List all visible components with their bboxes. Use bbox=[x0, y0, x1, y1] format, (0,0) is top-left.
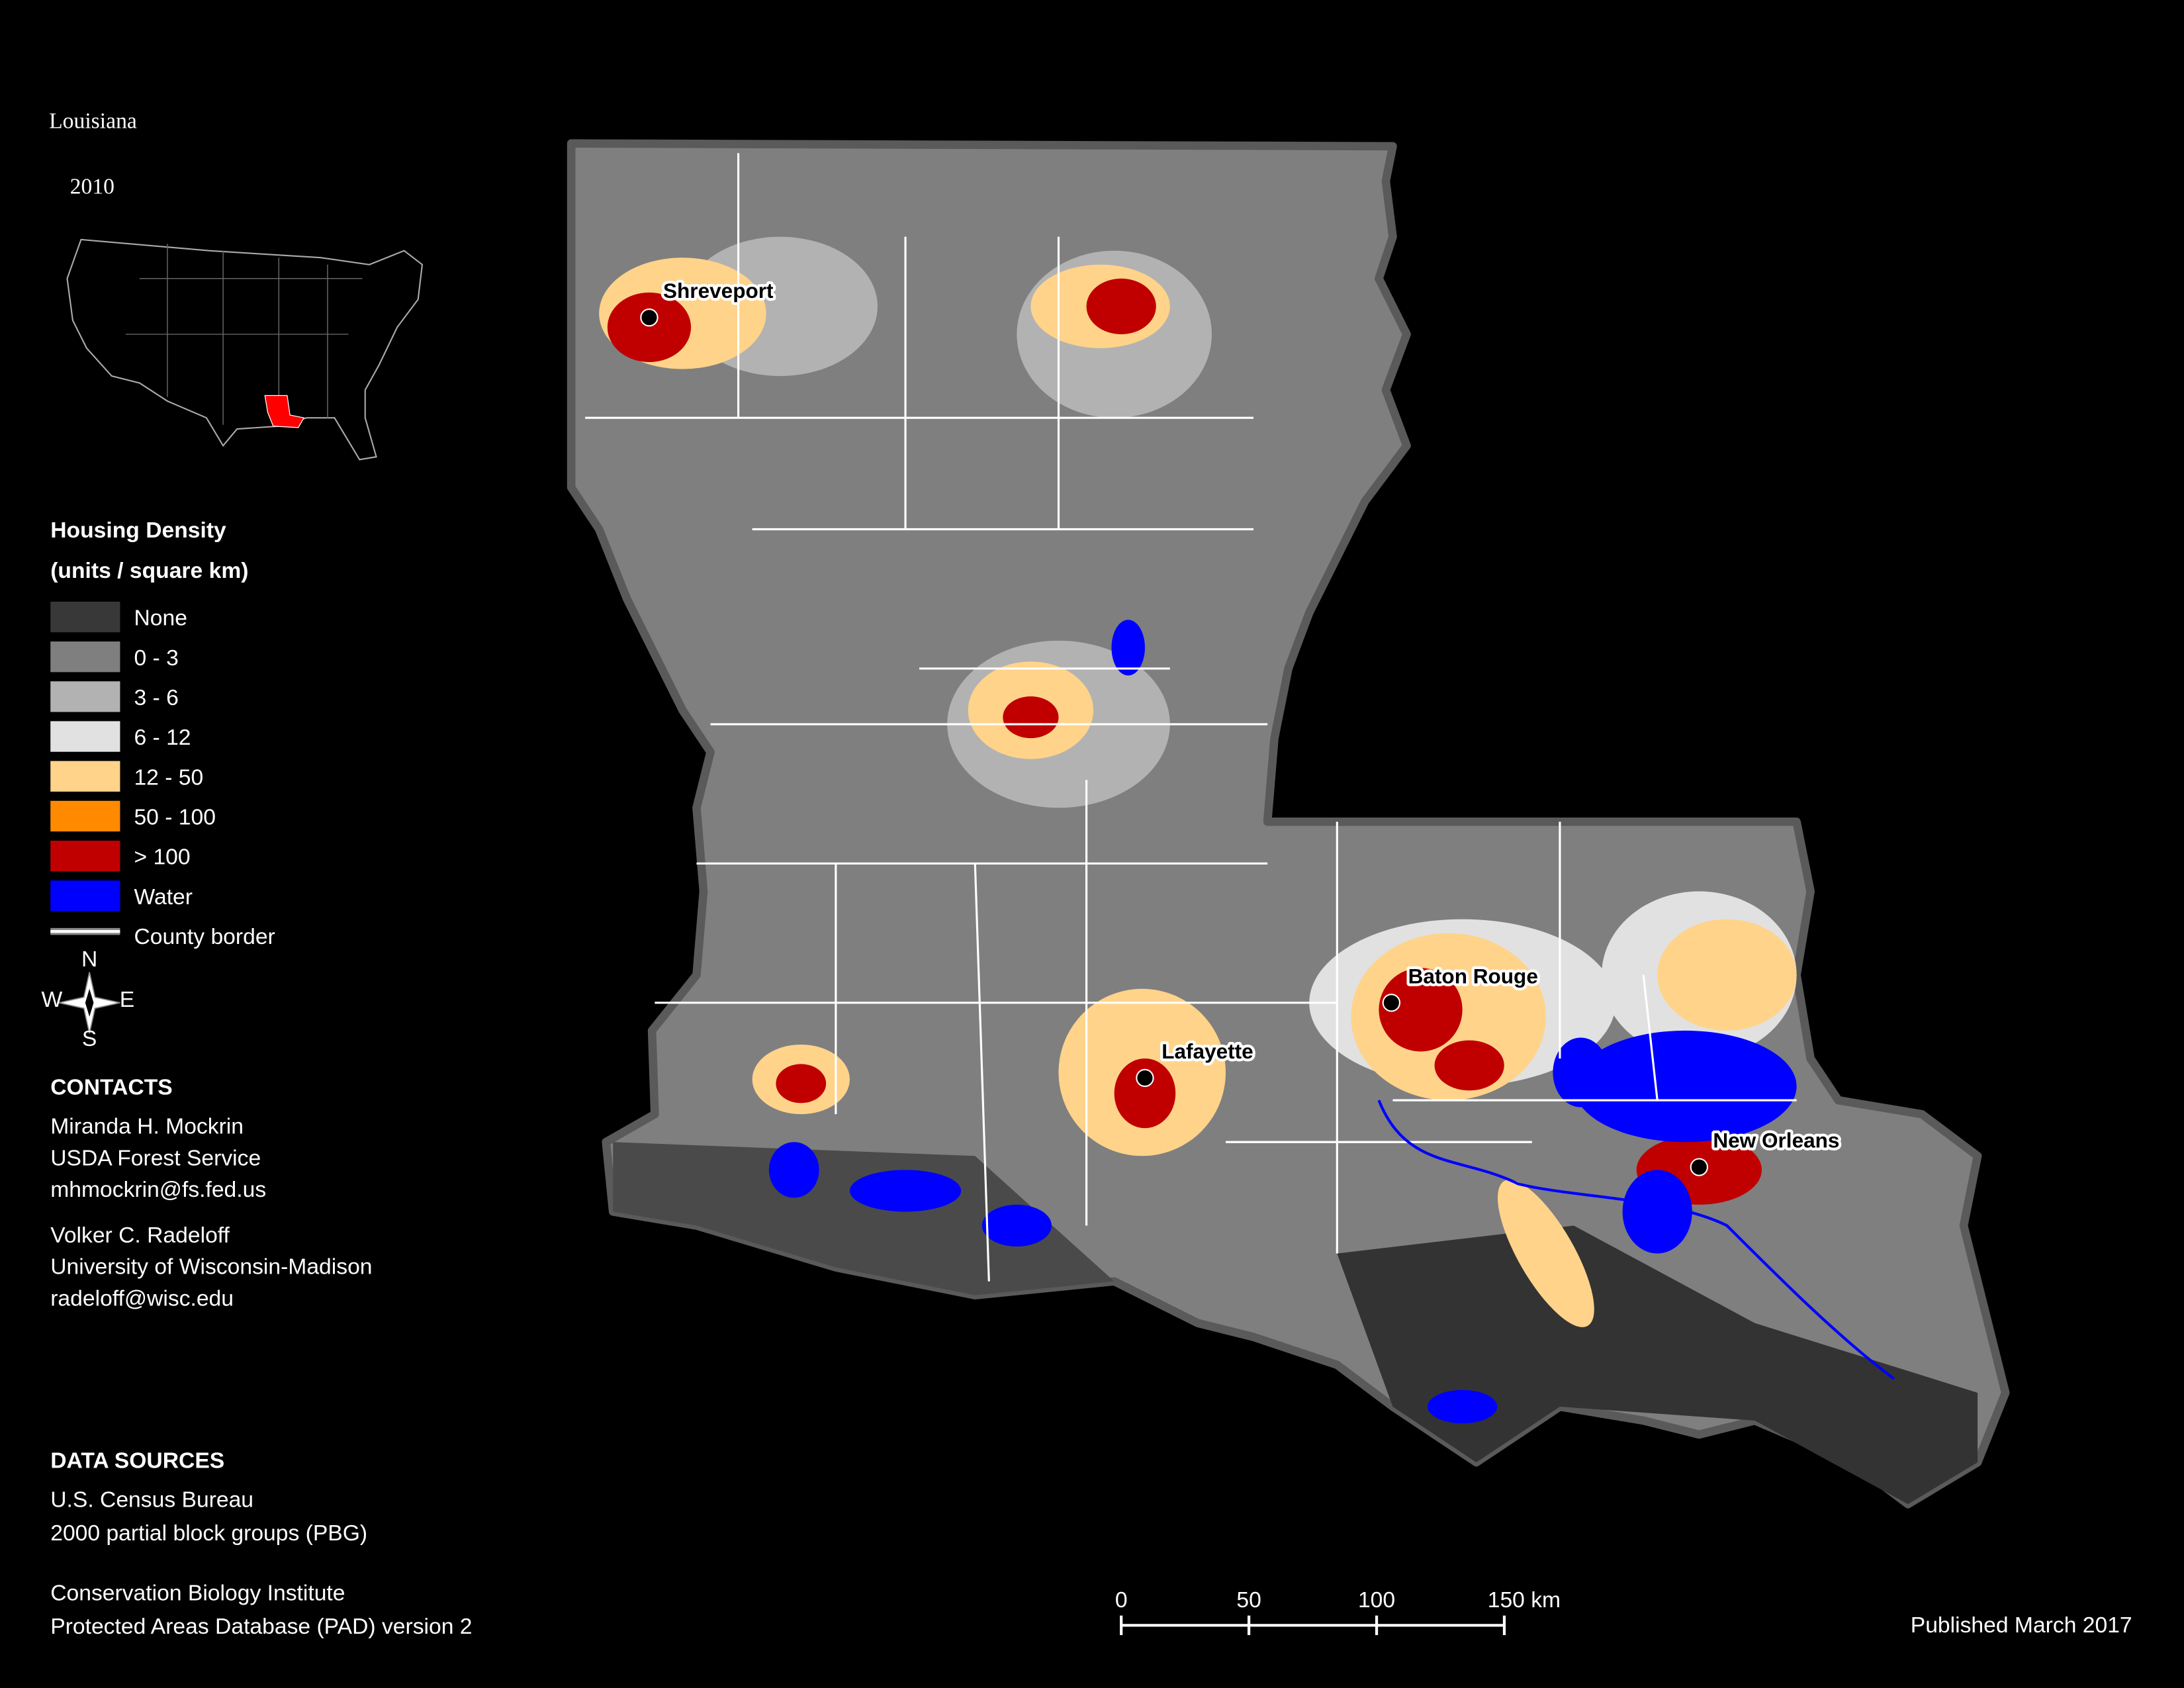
legend-label: 50 - 100 bbox=[134, 806, 216, 830]
sources-title: DATA SOURCES bbox=[50, 1449, 224, 1474]
source-line: Protected Areas Database (PAD) version 2 bbox=[50, 1615, 472, 1639]
source-line: Conservation Biology Institute bbox=[50, 1581, 345, 1605]
legend-label: 0 - 3 bbox=[134, 646, 178, 671]
legend-swatch bbox=[50, 761, 120, 792]
compass: N S E W bbox=[41, 947, 134, 1051]
legend-swatch bbox=[50, 601, 120, 633]
city-dot bbox=[1382, 994, 1401, 1012]
source-line: 2000 partial block groups (PBG) bbox=[50, 1521, 367, 1546]
legend-swatch bbox=[50, 840, 120, 872]
source-line: U.S. Census Bureau bbox=[50, 1487, 253, 1512]
legend-label: 12 - 50 bbox=[134, 765, 203, 790]
legend-swatch bbox=[50, 721, 120, 752]
legend-label: Water bbox=[134, 885, 193, 910]
city-label: Lafayette bbox=[1161, 1039, 1253, 1063]
cities: Shreveport Baton Rouge Lafayette New Orlean… bbox=[640, 276, 1843, 1176]
contacts: Miranda H. Mockrin USDA Forest Service mhm… bbox=[50, 1115, 372, 1311]
title: Louisiana bbox=[49, 109, 137, 134]
city-dot bbox=[1690, 1158, 1709, 1176]
legend-swatch bbox=[50, 880, 120, 912]
legend-swatch bbox=[50, 681, 120, 712]
scale-label: 100 bbox=[1358, 1588, 1395, 1613]
legend-swatch bbox=[50, 800, 120, 832]
legend-label: > 100 bbox=[134, 845, 190, 870]
city-label: Baton Rouge bbox=[1408, 964, 1538, 988]
state-map bbox=[567, 139, 2010, 1509]
legend-title: Housing Density bbox=[50, 518, 226, 543]
published: Published March 2017 bbox=[1911, 1613, 2132, 1638]
year: 2010 bbox=[70, 174, 114, 199]
compass-n: N bbox=[81, 947, 97, 972]
legend-label: County border bbox=[134, 925, 275, 949]
compass-w: W bbox=[41, 988, 62, 1012]
city-dot bbox=[1136, 1068, 1154, 1088]
legend-subtitle: (units / square km) bbox=[50, 559, 248, 583]
legend: None 0 - 3 3 - 6 6 - 12 12 - 50 50 - 100 > 100… bbox=[50, 601, 275, 949]
scale-label: 150 km bbox=[1488, 1588, 1561, 1613]
contact-line: Volker C. Radeloff bbox=[50, 1223, 230, 1248]
contact-line: radeloff@wisc.edu bbox=[50, 1286, 234, 1311]
legend-swatch bbox=[50, 641, 120, 673]
legend-label: 6 - 12 bbox=[134, 726, 191, 750]
contact-line: USDA Forest Service bbox=[50, 1146, 261, 1170]
contact-line: Miranda H. Mockrin bbox=[50, 1115, 244, 1139]
scale-label: 0 bbox=[1115, 1588, 1128, 1613]
contact-line: University of Wisconsin-Madison bbox=[50, 1255, 372, 1280]
legend-label: None bbox=[134, 606, 187, 631]
contact-line: mhmockrin@fs.fed.us bbox=[50, 1178, 266, 1202]
us-inset bbox=[66, 238, 424, 461]
compass-e: E bbox=[120, 988, 134, 1012]
city-label: Shreveport bbox=[663, 279, 774, 303]
scale-label: 50 bbox=[1236, 1588, 1261, 1613]
city-label: New Orleans bbox=[1713, 1129, 1839, 1152]
scale-bar: 0 50 100 150 km bbox=[1115, 1588, 1561, 1636]
compass-s: S bbox=[82, 1027, 97, 1051]
legend-label: 3 - 6 bbox=[134, 686, 178, 710]
city-dot bbox=[640, 308, 659, 327]
data-sources: U.S. Census Bureau 2000 partial block gro… bbox=[50, 1487, 472, 1638]
contacts-title: CONTACTS bbox=[50, 1076, 172, 1100]
